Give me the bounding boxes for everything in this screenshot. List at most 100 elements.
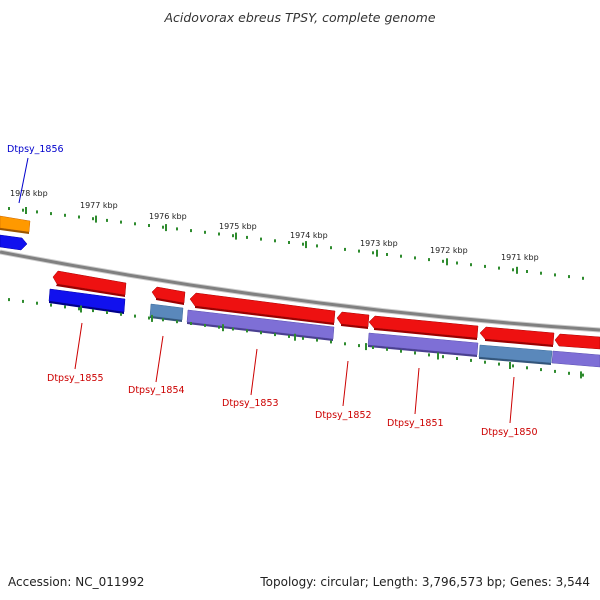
inner-track-minor-tick	[92, 309, 94, 313]
inner-track-minor-tick	[148, 316, 150, 320]
gene-dtpsy-1850-reverse[interactable]	[478, 344, 553, 365]
inner-track-minor-tick	[302, 336, 304, 340]
inner-track-minor-tick	[260, 331, 262, 335]
inner-track-minor-tick	[386, 347, 388, 351]
outer-track-minor-tick	[274, 239, 276, 243]
inner-tick-track	[8, 298, 584, 379]
kbp-label-1978: 1978 kbp	[10, 189, 48, 198]
gene-dtpsy-1851-reverse[interactable]	[367, 332, 479, 357]
gene-dtpsy-1856-forward[interactable]	[0, 215, 31, 234]
inner-track-minor-tick	[568, 371, 570, 375]
outer-track-minor-tick	[470, 263, 472, 267]
inner-track-major-tick	[509, 362, 511, 369]
gene-dtpsy-1853-forward[interactable]	[189, 292, 336, 325]
inner-track-major-tick	[437, 352, 439, 360]
forward-strand-features	[52, 270, 600, 350]
outer-track-minor-tick	[134, 222, 136, 226]
outer-tick-track	[8, 207, 584, 280]
outer-track-minor-tick	[414, 256, 416, 260]
gene-dtpsy-1850-forward[interactable]	[479, 326, 555, 347]
outer-track-major-tick	[446, 258, 448, 266]
gene-dtpsy-1854-forward[interactable]	[151, 286, 186, 305]
outer-track-minor-tick	[316, 244, 318, 248]
inner-track-minor-tick	[8, 298, 10, 302]
map-title: Acidovorax ebreus TPSY, complete genome	[163, 10, 435, 25]
gene-callouts: Dtpsy_1856 Dtpsy_1855 Dtpsy_1854 Dtpsy_1…	[7, 144, 538, 438]
outer-track-minor-tick	[428, 258, 430, 262]
outer-track-minor-tick	[78, 215, 80, 219]
gene-dtpsy-1855-reverse[interactable]	[48, 288, 126, 314]
inner-track-minor-tick	[358, 344, 360, 348]
callout-dtpsy-1852[interactable]: Dtpsy_1852	[315, 360, 372, 421]
inner-track-minor-tick	[162, 318, 164, 322]
inner-track-major-tick	[151, 314, 153, 322]
callout-dtpsy-1854[interactable]: Dtpsy_1854	[128, 335, 185, 396]
inner-track-minor-tick	[190, 322, 192, 325]
gene-dtpsy-1855-forward[interactable]	[52, 270, 127, 297]
outer-track-minor-tick	[232, 234, 234, 238]
gene-dtpsy-1849-reverse[interactable]	[551, 350, 600, 368]
inner-track-major-tick	[80, 305, 82, 313]
outer-track-minor-tick	[64, 213, 66, 217]
inner-track-minor-tick	[344, 342, 346, 346]
gene-label-dtpsy-1855: Dtpsy_1855	[47, 373, 104, 384]
outer-track-minor-tick	[8, 207, 10, 210]
callout-dtpsy-1856[interactable]: Dtpsy_1856	[7, 144, 64, 204]
inner-track-minor-tick	[330, 340, 332, 344]
inner-track-minor-tick	[50, 303, 52, 307]
outer-track-minor-tick	[568, 275, 570, 279]
gene-dtpsy-1854-reverse[interactable]	[149, 303, 184, 322]
gene-label-dtpsy-1853: Dtpsy_1853	[222, 398, 279, 409]
outer-track-minor-tick	[50, 212, 52, 216]
outer-track-minor-tick	[204, 230, 206, 234]
inner-track-minor-tick	[498, 362, 500, 366]
inner-track-minor-tick	[176, 320, 178, 324]
outer-track-major-tick	[516, 266, 518, 274]
outer-track-major-tick	[305, 241, 307, 249]
outer-track-minor-tick	[400, 254, 402, 258]
callout-dtpsy-1853[interactable]: Dtpsy_1853	[222, 348, 279, 409]
kbp-label-1974: 1974 kbp	[290, 231, 328, 240]
inner-track-minor-tick	[400, 349, 402, 353]
inner-track-minor-tick	[64, 305, 66, 309]
outer-track-minor-tick	[512, 268, 514, 272]
outer-track-minor-tick	[218, 232, 220, 236]
outer-track-minor-tick	[288, 241, 290, 244]
accession-label: Accession: NC_011992	[8, 575, 144, 589]
outer-track-minor-tick	[162, 225, 164, 229]
gene-label-dtpsy-1852: Dtpsy_1852	[315, 410, 372, 421]
inner-track-major-tick	[222, 324, 224, 332]
inner-track-minor-tick	[232, 327, 234, 331]
highlight-features	[0, 215, 31, 251]
outer-track-minor-tick	[582, 276, 584, 280]
gene-dtpsy-1852-forward[interactable]	[336, 311, 370, 329]
callout-dtpsy-1850[interactable]: Dtpsy_1850	[481, 376, 538, 438]
callout-dtpsy-1855[interactable]: Dtpsy_1855	[47, 322, 104, 384]
callout-dtpsy-1851[interactable]: Dtpsy_1851	[387, 367, 444, 429]
inner-track-minor-tick	[442, 355, 444, 359]
outer-track-minor-tick	[22, 208, 24, 212]
outer-track-minor-tick	[260, 237, 262, 241]
inner-track-minor-tick	[288, 334, 290, 338]
inner-track-minor-tick	[554, 369, 556, 373]
inner-track-minor-tick	[540, 368, 542, 372]
inner-track-minor-tick	[22, 299, 24, 303]
outer-track-major-tick	[235, 232, 237, 240]
outer-track-minor-tick	[190, 229, 192, 233]
genome-summary: Topology: circular; Length: 3,796,573 bp…	[259, 575, 590, 589]
gene-dtpsy-1849-forward[interactable]	[554, 333, 600, 350]
inner-track-minor-tick	[204, 323, 206, 327]
gene-label-dtpsy-1854: Dtpsy_1854	[128, 385, 185, 396]
outer-track-major-tick	[376, 249, 378, 257]
gene-dtpsy-1856-reverse[interactable]	[0, 234, 28, 251]
inner-track-minor-tick	[512, 364, 514, 368]
outer-track-minor-tick	[246, 235, 248, 239]
inner-track-minor-tick	[484, 360, 486, 364]
inner-track-minor-tick	[120, 312, 122, 316]
inner-track-minor-tick	[78, 307, 80, 311]
kbp-label-1972: 1972 kbp	[430, 246, 468, 255]
gene-dtpsy-1851-forward[interactable]	[368, 315, 479, 340]
outer-track-major-tick	[25, 207, 27, 214]
genome-backbone	[0, 249, 600, 333]
